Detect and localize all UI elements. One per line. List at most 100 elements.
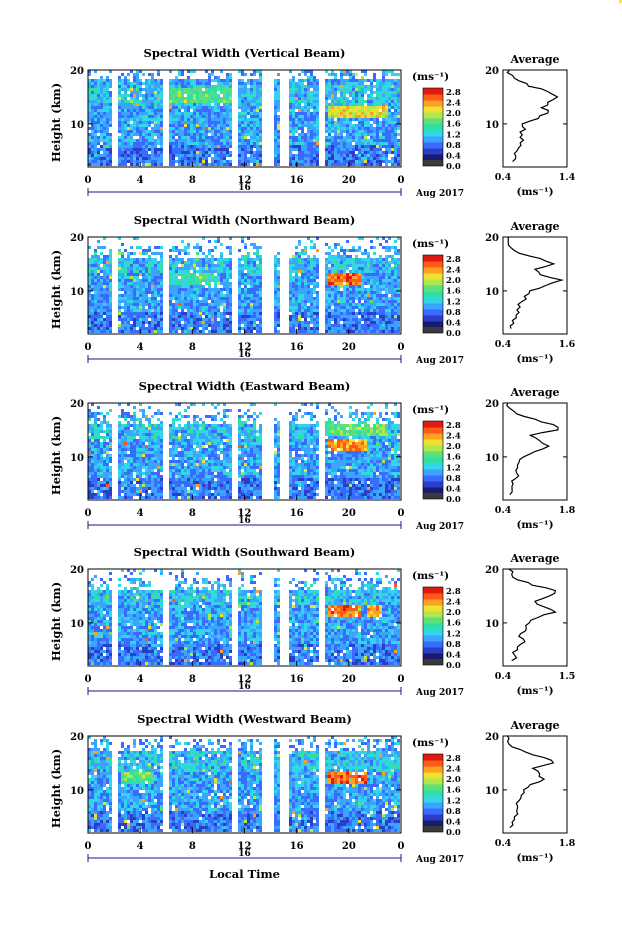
heatmap-cell	[250, 318, 253, 321]
heatmap-cell	[253, 261, 256, 264]
heatmap-cell	[205, 267, 208, 270]
heatmap-cell	[379, 243, 382, 246]
heatmap-cell	[202, 252, 205, 255]
heatmap-cell	[154, 85, 157, 88]
heatmap-cell	[385, 264, 388, 267]
colorbar-tick-label: 1.6	[446, 120, 461, 130]
heatmap-cell	[397, 163, 400, 166]
heatmap-cell	[175, 315, 178, 318]
heatmap-cell	[301, 160, 304, 163]
heatmap-cell	[238, 300, 241, 303]
heatmap-cell	[88, 276, 91, 279]
heatmap-cell	[397, 112, 400, 115]
heatmap-cell	[94, 121, 97, 124]
heatmap-cell	[142, 315, 145, 318]
heatmap-cell	[214, 97, 217, 100]
heatmap-cell	[367, 309, 370, 312]
heatmap-cell	[379, 306, 382, 309]
heatmap-cell	[103, 276, 106, 279]
heatmap-cell	[214, 118, 217, 121]
heatmap-cell	[331, 130, 334, 133]
heatmap-cell	[352, 315, 355, 318]
heatmap-cell	[88, 79, 91, 82]
heatmap-cell	[160, 118, 163, 121]
heatmap-cell	[292, 148, 295, 151]
heatmap-cell	[175, 294, 178, 297]
heatmap-cell	[370, 288, 373, 291]
heatmap-cell	[136, 139, 139, 142]
heatmap-cell	[196, 136, 199, 139]
heatmap-cell	[220, 300, 223, 303]
heatmap-cell	[142, 127, 145, 130]
heatmap-cell	[358, 294, 361, 297]
heatmap-cell	[379, 309, 382, 312]
heatmap-cell	[349, 109, 352, 112]
heatmap-cell	[187, 303, 190, 306]
heatmap-cell	[154, 276, 157, 279]
heatmap-cell	[391, 88, 394, 91]
heatmap-cell	[124, 270, 127, 273]
heatmap-cell	[178, 112, 181, 115]
heatmap-cell	[121, 106, 124, 109]
heatmap-cell	[397, 267, 400, 270]
heatmap-cell	[352, 76, 355, 79]
heatmap-cell	[247, 127, 250, 130]
heatmap-cell	[274, 306, 277, 309]
heatmap-cell	[256, 252, 259, 255]
heatmap-cell	[292, 163, 295, 166]
heatmap-cell	[202, 318, 205, 321]
heatmap-cell	[391, 246, 394, 249]
heatmap-cell	[223, 288, 226, 291]
heatmap-cell	[157, 273, 160, 276]
heatmap-cell	[337, 309, 340, 312]
heatmap-cell	[388, 306, 391, 309]
heatmap-cell	[328, 297, 331, 300]
heatmap-cell	[211, 160, 214, 163]
heatmap-cell	[397, 306, 400, 309]
heatmap-cell	[340, 273, 343, 276]
heatmap-cell	[253, 297, 256, 300]
heatmap-cell	[181, 318, 184, 321]
heatmap-cell	[307, 136, 310, 139]
heatmap-cell	[394, 100, 397, 103]
heatmap-cell	[178, 321, 181, 324]
heatmap-cell	[307, 321, 310, 324]
heatmap-cell	[157, 118, 160, 121]
heatmap-cell	[364, 312, 367, 315]
heatmap-cell	[121, 318, 124, 321]
heatmap-cell	[361, 279, 364, 282]
heatmap-cell	[397, 288, 400, 291]
heatmap-cell	[313, 97, 316, 100]
heatmap-cell	[130, 246, 133, 249]
heatmap-cell	[241, 157, 244, 160]
heatmap-cell	[121, 324, 124, 327]
heatmap-cell	[226, 312, 229, 315]
heatmap-cell	[193, 270, 196, 273]
heatmap-cell	[109, 103, 112, 106]
heatmap-cell	[391, 79, 394, 82]
heatmap-cell	[337, 97, 340, 100]
heatmap-cell	[295, 100, 298, 103]
heatmap-cell	[91, 324, 94, 327]
heatmap-cell	[160, 85, 163, 88]
heatmap-cell	[94, 79, 97, 82]
heatmap-cell	[205, 82, 208, 85]
heatmap-cell	[295, 160, 298, 163]
heatmap-cell	[97, 79, 100, 82]
heatmap-cell	[256, 127, 259, 130]
heatmap-cell	[124, 294, 127, 297]
heatmap-cell	[289, 157, 292, 160]
heatmap-cell	[277, 82, 280, 85]
heatmap-cell	[352, 273, 355, 276]
heatmap-cell	[274, 294, 277, 297]
heatmap-cell	[325, 306, 328, 309]
heatmap-cell	[277, 136, 280, 139]
heatmap-cell	[100, 127, 103, 130]
heatmap-cell	[370, 315, 373, 318]
heatmap-cell	[205, 309, 208, 312]
heatmap-cell	[250, 279, 253, 282]
heatmap-cell	[169, 315, 172, 318]
heatmap-cell	[169, 318, 172, 321]
heatmap-cell	[217, 327, 220, 330]
heatmap-cell	[109, 312, 112, 315]
